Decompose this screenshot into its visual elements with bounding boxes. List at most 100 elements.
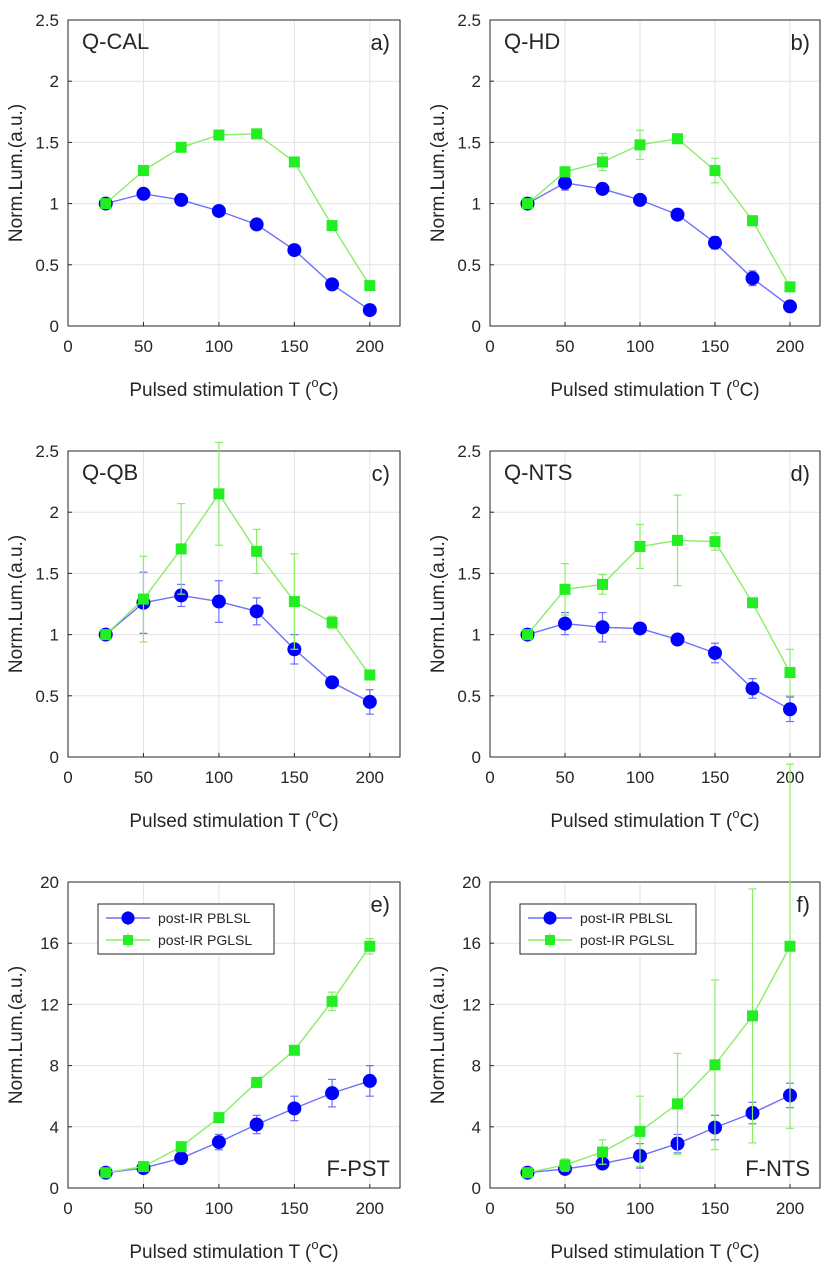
data-point	[211, 1135, 226, 1150]
x-axis-label-unit: C)	[319, 380, 339, 401]
data-point	[783, 702, 797, 717]
series-line	[526, 539, 791, 673]
x-tick-label: 150	[701, 1199, 729, 1218]
x-axis-label-unit: C)	[740, 380, 760, 401]
data-point	[559, 166, 571, 178]
x-tick-label: 50	[556, 768, 575, 787]
y-tick-label: 16	[40, 934, 59, 953]
y-tick-label: 2.5	[35, 442, 59, 461]
y-tick-label: 1.5	[457, 133, 481, 152]
y-tick-label: 8	[472, 1057, 481, 1076]
y-tick-label: 0	[50, 748, 59, 767]
plot-series	[98, 128, 377, 318]
data-point	[326, 995, 338, 1007]
x-axis-label: Pulsed stimulation T (oC)	[550, 806, 759, 832]
x-axis-label-superscript: o	[311, 1237, 318, 1252]
data-point	[559, 1159, 571, 1171]
panel-name-label: Q-QB	[82, 460, 138, 485]
axes-frame	[67, 19, 401, 327]
y-axis-label: Norm.Lum.(a.u.)	[6, 104, 27, 242]
x-axis-label-superscript: o	[311, 375, 318, 390]
data-point	[709, 165, 721, 177]
plot-area	[68, 451, 400, 757]
data-point	[251, 128, 263, 140]
chart-panel-1: 0 50 100 150 200 0 0.5 1 1.5 2 2.5 Pulsed stimulati…	[6, 11, 401, 401]
x-tick-label: 100	[205, 1199, 233, 1218]
y-tick-label: 0	[472, 748, 481, 767]
y-tick-label: 1	[50, 195, 59, 214]
y-axis-label: Norm.Lum.(a.u.)	[428, 535, 449, 673]
y-tick-label: 0	[50, 1179, 59, 1198]
x-axis-label: Pulsed stimulation T (oC)	[129, 1237, 338, 1263]
y-tick-label: 1.5	[457, 564, 481, 583]
data-point	[362, 694, 377, 709]
data-point	[175, 1141, 187, 1153]
y-tick-label: 0.5	[35, 256, 59, 275]
data-point	[100, 629, 112, 641]
y-tick-label: 0.5	[457, 687, 481, 706]
series-1	[98, 571, 377, 715]
series-line	[527, 137, 791, 288]
data-point	[251, 545, 263, 557]
y-tick-label: 0	[50, 317, 59, 336]
plot-series	[98, 441, 377, 715]
y-tick-label: 1	[472, 626, 481, 645]
y-tick-label: 16	[462, 934, 481, 953]
x-axis-label-text: Pulsed stimulation T (	[550, 380, 733, 401]
y-tick-label: 8	[50, 1057, 59, 1076]
y-axis-label: Norm.Lum.(a.u.)	[428, 966, 449, 1104]
data-point	[558, 175, 572, 190]
y-tick-label: 0.5	[35, 687, 59, 706]
data-point	[672, 534, 683, 546]
data-point	[213, 488, 225, 500]
x-axis-label-unit: C)	[319, 811, 339, 832]
series-line	[105, 945, 371, 1174]
y-tick-label: 4	[472, 1118, 481, 1137]
x-tick-label: 0	[63, 1199, 72, 1218]
x-tick-label: 50	[556, 337, 575, 356]
y-tick-label: 2	[472, 72, 481, 91]
axes-frame	[489, 881, 821, 1189]
data-point	[175, 141, 187, 153]
x-axis-label: Pulsed stimulation T (oC)	[129, 375, 338, 401]
panel-letter-label: f)	[797, 892, 810, 917]
data-point	[326, 220, 338, 232]
panel-letter-label: c)	[372, 461, 390, 486]
data-point	[784, 940, 796, 952]
data-point	[672, 1098, 683, 1110]
x-tick-label: 150	[701, 337, 729, 356]
x-tick-label: 100	[626, 1199, 654, 1218]
y-tick-label: 0	[472, 317, 481, 336]
chart-panel-2: 0 50 100 150 200 0 0.5 1 1.5 2 2.5 Pulsed stimulati…	[428, 11, 821, 401]
data-point	[136, 186, 151, 201]
data-point	[747, 597, 758, 609]
y-tick-label: 2.5	[35, 11, 59, 30]
x-tick-label: 0	[63, 337, 72, 356]
data-point	[670, 632, 685, 647]
y-tick-label: 2	[50, 503, 59, 522]
series-2	[100, 441, 376, 681]
data-point	[784, 667, 796, 679]
data-point	[364, 669, 376, 681]
data-point	[745, 271, 760, 286]
data-point	[249, 217, 264, 232]
data-point	[595, 620, 610, 635]
x-tick-label: 100	[626, 337, 654, 356]
x-axis-label-unit: C)	[740, 811, 760, 832]
legend: post-IR PBLSL post-IR PGLSL	[519, 903, 697, 955]
data-point	[249, 1117, 264, 1132]
y-tick-label: 2.5	[457, 11, 481, 30]
series-2	[522, 763, 796, 1179]
legend-marker	[123, 935, 133, 945]
data-point	[137, 593, 149, 605]
legend-marker	[543, 911, 557, 925]
data-point	[634, 540, 646, 552]
plot-area	[490, 20, 820, 326]
series-2	[522, 494, 796, 697]
data-point	[137, 165, 149, 177]
data-point	[288, 1044, 300, 1056]
panel-letter-label: d)	[790, 461, 810, 486]
data-point	[633, 192, 647, 207]
series-line	[105, 133, 371, 286]
